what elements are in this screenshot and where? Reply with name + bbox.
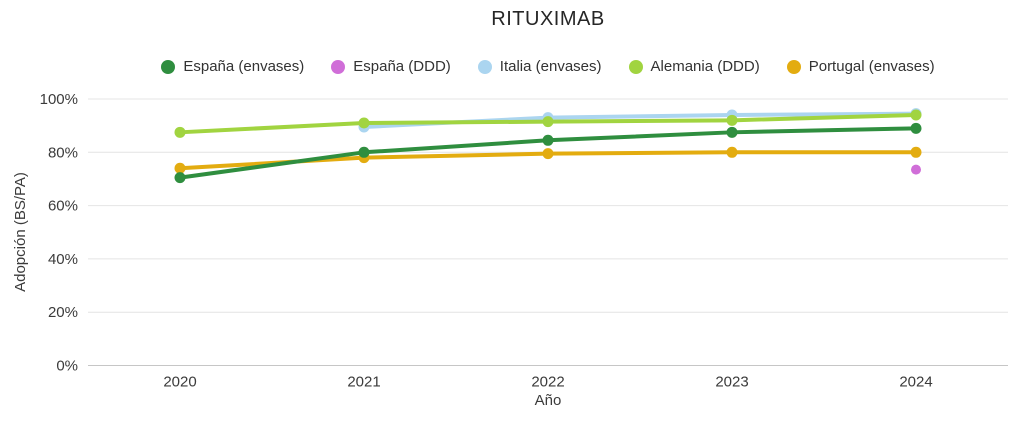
data-point bbox=[910, 109, 922, 121]
chart-title: RITUXIMAB bbox=[491, 8, 605, 30]
legend-dot-icon bbox=[477, 59, 492, 74]
x-axis-title: Año bbox=[534, 392, 562, 409]
legend-item[interactable]: Italia (envases) bbox=[477, 58, 602, 75]
series-0 bbox=[174, 122, 922, 184]
legend-dot-icon bbox=[331, 59, 346, 74]
y-tick-label: 0% bbox=[56, 358, 78, 375]
data-point bbox=[726, 126, 738, 138]
legend-dot-icon bbox=[161, 59, 176, 74]
series-4 bbox=[174, 146, 922, 174]
series-3 bbox=[174, 109, 922, 138]
x-tick-label: 2022 bbox=[531, 374, 564, 391]
data-point bbox=[358, 146, 370, 158]
data-point bbox=[542, 134, 554, 146]
data-point bbox=[726, 114, 738, 126]
y-tick-label: 60% bbox=[48, 198, 78, 215]
y-tick-label: 20% bbox=[48, 304, 78, 321]
data-point bbox=[542, 116, 554, 128]
legend-item[interactable]: Alemania (DDD) bbox=[628, 58, 760, 75]
legend-dot-icon bbox=[786, 59, 801, 74]
data-point bbox=[910, 122, 922, 134]
data-point bbox=[174, 126, 186, 138]
series-1 bbox=[911, 164, 921, 175]
data-point bbox=[358, 117, 370, 129]
x-tick-label: 2024 bbox=[899, 374, 932, 391]
legend-item[interactable]: España (envases) bbox=[161, 58, 304, 75]
data-point bbox=[910, 146, 922, 158]
legend-label: Italia (envases) bbox=[499, 58, 602, 75]
y-tick-label: 40% bbox=[48, 251, 78, 268]
legend-label: España (DDD) bbox=[353, 58, 451, 75]
y-tick-label: 100% bbox=[40, 91, 78, 108]
legend-item[interactable]: España (DDD) bbox=[331, 58, 451, 75]
legend-label: Alemania (DDD) bbox=[650, 58, 760, 75]
legend-item[interactable]: Portugal (envases) bbox=[786, 58, 935, 75]
data-point bbox=[174, 172, 186, 184]
y-tick-label: 80% bbox=[48, 144, 78, 161]
data-point bbox=[726, 146, 738, 158]
data-point bbox=[542, 148, 554, 160]
x-tick-label: 2023 bbox=[715, 374, 748, 391]
data-point bbox=[911, 164, 921, 175]
data-point bbox=[174, 162, 186, 174]
legend: España (envases) España (DDD) Italia (enva… bbox=[88, 58, 1008, 75]
legend-label: Portugal (envases) bbox=[808, 58, 935, 75]
x-tick-label: 2021 bbox=[347, 374, 380, 391]
x-tick-label: 2020 bbox=[163, 374, 196, 391]
legend-dot-icon bbox=[628, 59, 643, 74]
legend-label: España (envases) bbox=[183, 58, 305, 75]
